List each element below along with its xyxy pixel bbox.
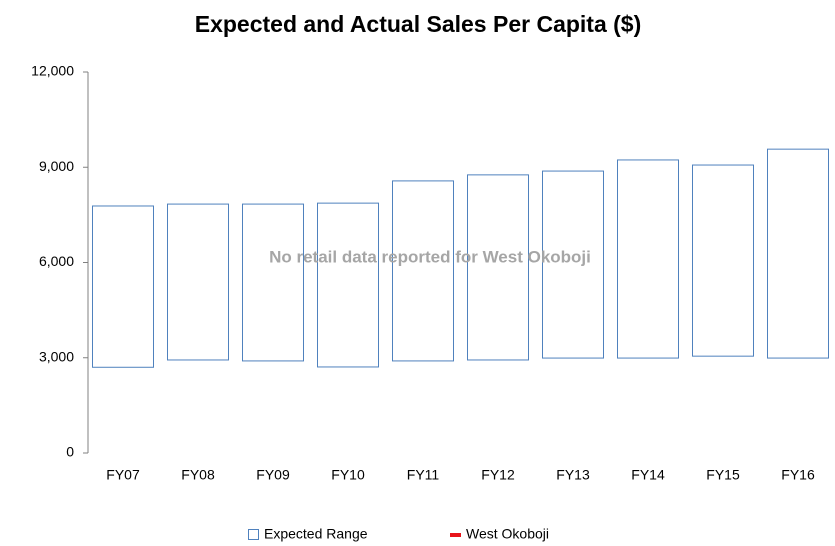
x-tick-label: FY08 (181, 467, 215, 483)
range-bar (242, 203, 304, 362)
y-tick-label: 6,000 (39, 253, 74, 269)
x-tick-label: FY14 (631, 467, 665, 483)
x-tick-label: FY15 (706, 467, 740, 483)
y-tick-label: 3,000 (39, 348, 74, 364)
range-bar (692, 164, 754, 357)
range-bar (167, 203, 229, 361)
legend-label: West Okoboji (466, 526, 549, 542)
annotation: No retail data reported for West Okoboji (269, 247, 591, 266)
x-tick-label: FY07 (106, 467, 140, 483)
range-bar (317, 202, 379, 368)
x-tick-label: FY10 (331, 467, 365, 483)
range-bar (467, 174, 529, 361)
y-tick-label: 9,000 (39, 158, 74, 174)
x-tick-label: FY16 (781, 467, 815, 483)
x-tick-label: FY11 (407, 467, 440, 483)
chart-title: Expected and Actual Sales Per Capita ($) (195, 11, 642, 37)
y-tick-label: 0 (66, 444, 74, 460)
range-bar (542, 170, 604, 359)
range-bar (767, 148, 829, 359)
x-tick-label: FY12 (481, 467, 515, 483)
range-bar (392, 180, 454, 362)
legend-label: Expected Range (264, 526, 368, 542)
x-tick-label: FY09 (256, 467, 290, 483)
range-bar (92, 205, 154, 368)
legend-swatch (450, 533, 461, 537)
y-tick-label: 12,000 (31, 63, 74, 79)
x-tick-label: FY13 (556, 467, 590, 483)
range-bar (617, 159, 679, 359)
legend-swatch (248, 529, 259, 540)
